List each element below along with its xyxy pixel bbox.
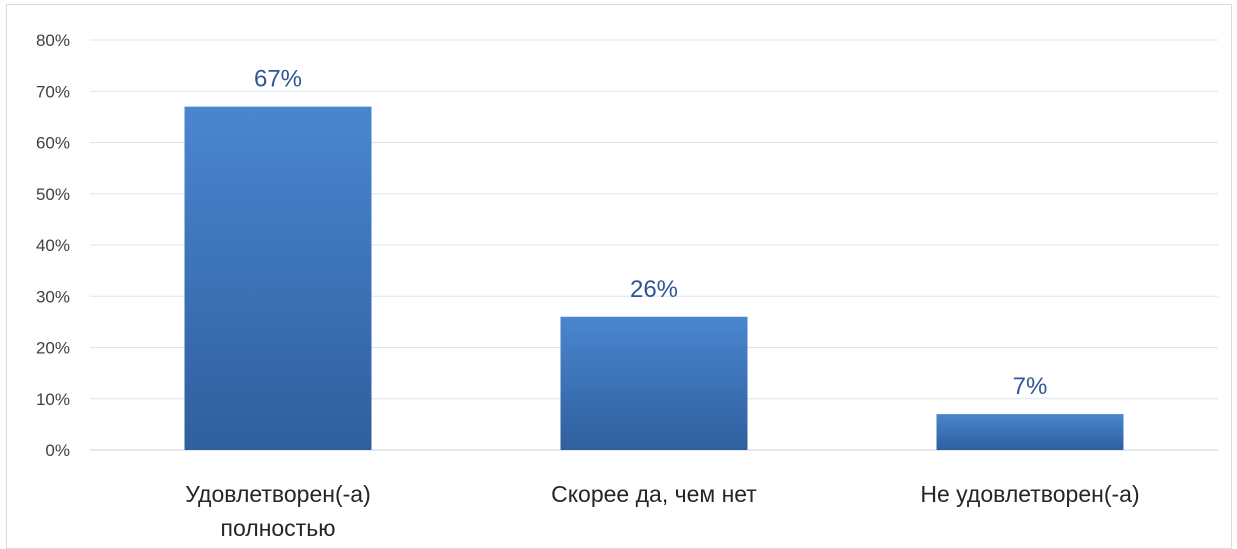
data-label: 26%: [630, 276, 678, 303]
data-label: 7%: [1013, 373, 1048, 400]
bar: [560, 316, 748, 450]
data-labels: 67% 26% 7%: [254, 66, 1047, 401]
x-category-label: Не удовлетворен(-а): [920, 481, 1139, 507]
y-tick-label: 20%: [36, 339, 70, 358]
y-tick-label: 70%: [36, 82, 70, 101]
bar: [936, 414, 1124, 450]
y-tick-label: 0%: [45, 441, 70, 460]
bar: [184, 106, 372, 450]
y-tick-label: 80%: [36, 31, 70, 50]
y-tick-label: 60%: [36, 134, 70, 153]
y-tick-label: 40%: [36, 236, 70, 255]
bars: [184, 106, 1124, 450]
category-labels: Удовлетворен(-а) полностью Скорее да, чем …: [185, 481, 1139, 541]
y-tick-label: 50%: [36, 185, 70, 204]
data-label: 67%: [254, 66, 302, 93]
y-tick-label: 30%: [36, 287, 70, 306]
x-category-label: Удовлетворен(-а): [185, 481, 371, 507]
y-tick-label: 10%: [36, 390, 70, 409]
x-category-label: Скорее да, чем нет: [551, 481, 757, 507]
y-axis-ticks: 0% 10% 20% 30% 40% 50% 60% 70% 80%: [36, 31, 70, 460]
x-category-label: полностью: [221, 515, 336, 541]
